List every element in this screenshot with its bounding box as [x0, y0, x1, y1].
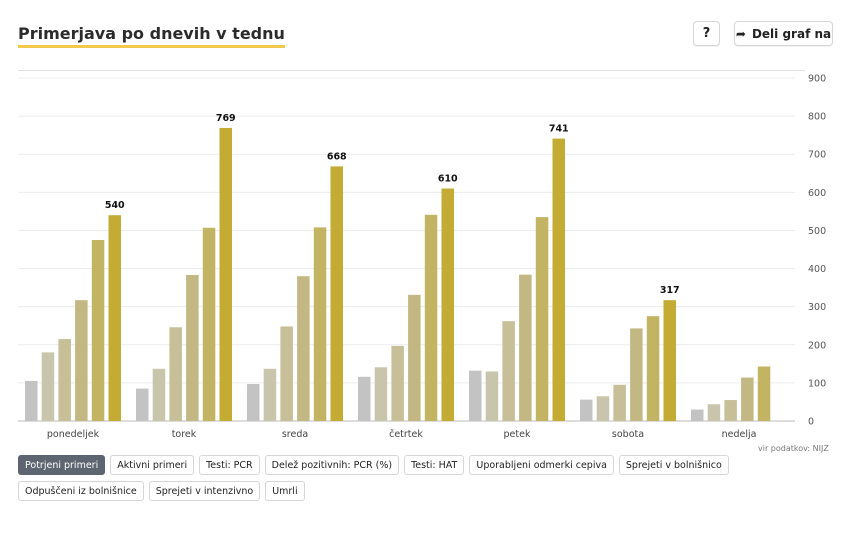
bar[interactable]: [391, 345, 404, 421]
x-category-label: torek: [172, 429, 197, 440]
bar[interactable]: [219, 127, 233, 422]
x-category-label: četrtek: [389, 429, 423, 440]
bar[interactable]: [75, 300, 88, 421]
tab-4[interactable]: Testi: HAT: [404, 455, 465, 475]
bar[interactable]: [469, 370, 482, 421]
y-tick-label: 0: [808, 417, 814, 428]
data-label: 317: [660, 285, 680, 296]
share-button[interactable]: ➦ Deli graf na: [734, 21, 833, 46]
tab-9[interactable]: Umrli: [265, 481, 305, 501]
bar[interactable]: [596, 396, 610, 421]
data-source: vir podatkov: NIJZ: [758, 444, 829, 453]
bar[interactable]: [663, 300, 677, 421]
share-arrow-icon: ➦: [735, 26, 746, 41]
metric-tabs: Potrjeni primeri Aktivni primeri Testi: PC…: [18, 455, 808, 501]
tab-3[interactable]: Delež pozitivnih: PCR (%): [264, 455, 400, 475]
bar[interactable]: [724, 400, 737, 421]
tab-7[interactable]: Odpuščeni iz bolnišnice: [18, 481, 144, 501]
bar[interactable]: [313, 227, 327, 421]
x-category-label: petek: [504, 429, 531, 440]
bar[interactable]: [202, 227, 216, 421]
bar[interactable]: [441, 188, 455, 421]
bar[interactable]: [108, 215, 122, 421]
bar[interactable]: [297, 276, 310, 421]
bar[interactable]: [757, 366, 771, 421]
header-divider: [18, 70, 805, 71]
bar[interactable]: [519, 274, 532, 421]
bar[interactable]: [136, 388, 149, 421]
bar[interactable]: [646, 316, 660, 421]
bar[interactable]: [374, 367, 388, 421]
data-label: 741: [549, 124, 569, 135]
bar[interactable]: [358, 376, 371, 421]
x-category-label: ponedeljek: [47, 429, 100, 440]
tab-0[interactable]: Potrjeni primeri: [18, 455, 106, 475]
bar[interactable]: [691, 409, 704, 421]
data-label: 540: [105, 200, 125, 211]
bar[interactable]: [41, 352, 55, 421]
x-category-label: sreda: [282, 429, 308, 440]
bar[interactable]: [408, 294, 421, 421]
data-label: 668: [327, 151, 347, 162]
share-button-label: Deli graf na: [751, 26, 832, 41]
y-tick-label: 100: [808, 378, 826, 389]
tab-8[interactable]: Sprejeti v intenzivno: [148, 481, 261, 501]
bar-chart: 0 100 200 300 400 500 600 700 800 900 540 ponedelje…: [18, 74, 826, 440]
y-tick-label: 600: [808, 188, 826, 199]
y-tick-label: 500: [808, 226, 826, 237]
bar[interactable]: [502, 321, 515, 421]
tab-5[interactable]: Uporabljeni odmerki cepiva: [469, 455, 614, 475]
y-tick-label: 800: [808, 112, 826, 123]
y-tick-label: 300: [808, 302, 826, 313]
bar[interactable]: [630, 328, 643, 421]
bar[interactable]: [280, 326, 293, 421]
bar[interactable]: [91, 239, 105, 421]
x-category-label: nedelja: [722, 429, 757, 440]
bar[interactable]: [152, 368, 166, 421]
bar[interactable]: [535, 217, 549, 421]
bar[interactable]: [707, 404, 721, 421]
bar[interactable]: [330, 166, 344, 421]
y-tick-label: 200: [808, 340, 826, 351]
bar[interactable]: [580, 399, 593, 421]
y-tick-label: 400: [808, 264, 826, 275]
bar[interactable]: [186, 275, 199, 421]
chart-title: Primerjava po dnevih v tednu: [18, 24, 285, 48]
tab-6[interactable]: Sprejeti v bolnišnico: [618, 455, 729, 475]
bar[interactable]: [169, 327, 182, 421]
bar[interactable]: [741, 377, 754, 421]
help-button[interactable]: ?: [693, 21, 720, 46]
bar[interactable]: [613, 384, 626, 421]
tab-1[interactable]: Aktivni primeri: [110, 455, 195, 475]
data-label: 610: [438, 174, 458, 185]
bar[interactable]: [263, 368, 277, 421]
bar[interactable]: [247, 384, 260, 421]
bar[interactable]: [552, 138, 566, 421]
y-tick-label: 700: [808, 150, 826, 161]
tab-2[interactable]: Testi: PCR: [199, 455, 260, 475]
data-label: 769: [216, 113, 236, 124]
bar[interactable]: [485, 371, 499, 421]
bar[interactable]: [424, 214, 438, 421]
bar[interactable]: [25, 380, 38, 421]
bar[interactable]: [58, 339, 71, 421]
y-tick-label: 900: [808, 74, 826, 85]
x-category-label: sobota: [612, 429, 644, 440]
